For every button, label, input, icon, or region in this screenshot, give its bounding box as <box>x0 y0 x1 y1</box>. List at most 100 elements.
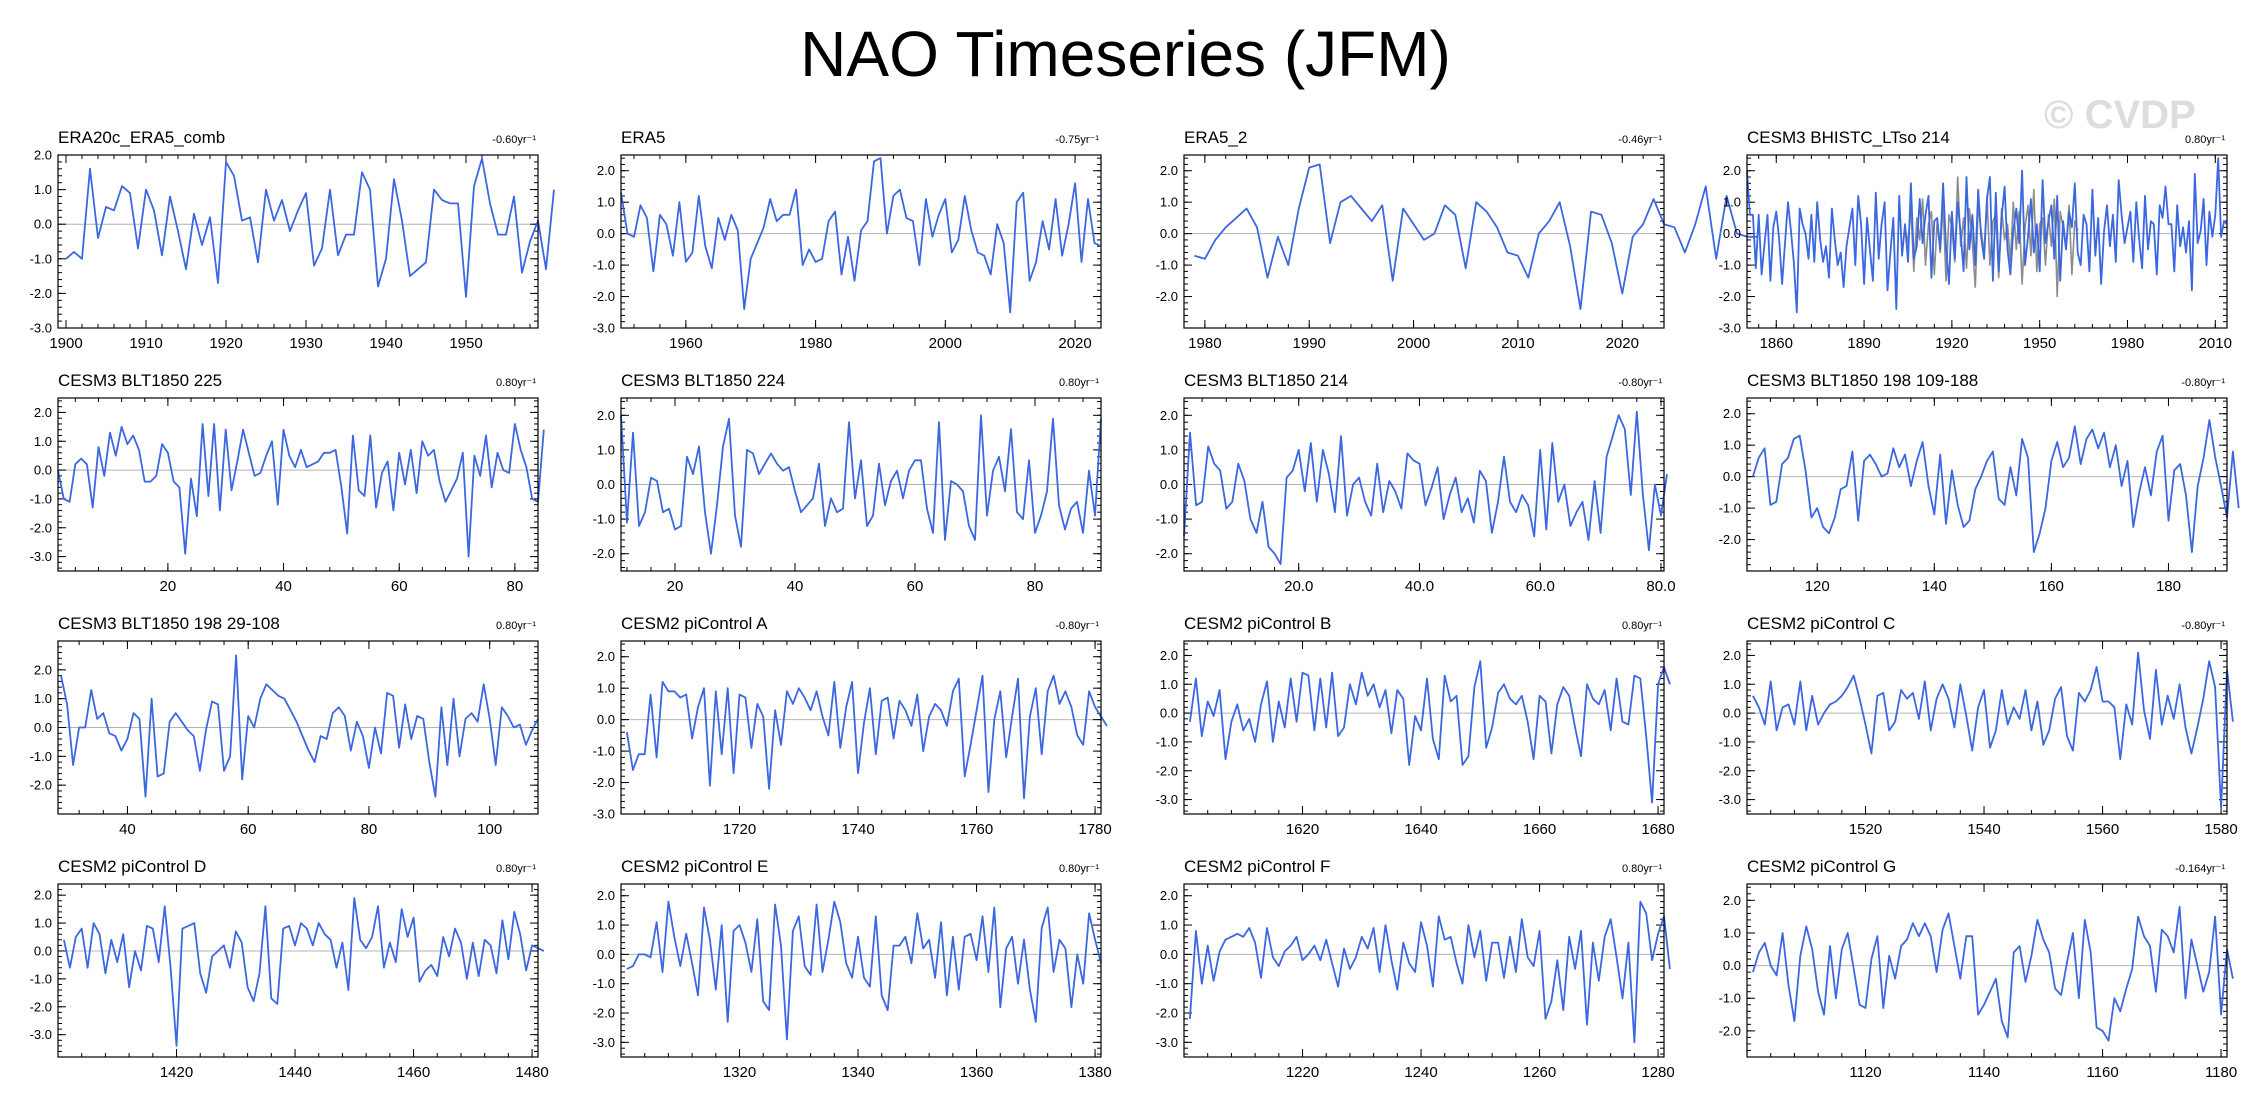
panel-title: CESM3 BHISTC_LTso 214 <box>1747 128 1950 147</box>
x-tick-label: 140 <box>1922 578 1947 595</box>
y-tick-label: 0.0 <box>1723 469 1741 484</box>
y-tick-label: 1.0 <box>34 434 52 449</box>
watermark-logo: © CVDP <box>2044 93 2196 137</box>
panel-title: CESM2 piControl F <box>1184 857 1330 876</box>
y-tick-label: 2.0 <box>597 649 615 664</box>
x-tick-label: 1320 <box>723 1064 756 1081</box>
y-tick-label: -1.0 <box>1156 734 1178 749</box>
y-tick-label: -1.0 <box>30 251 52 266</box>
x-tick-label: 2020 <box>1606 335 1639 352</box>
y-tick-label: 0.0 <box>597 947 615 962</box>
y-tick-label: 2.0 <box>1723 893 1741 908</box>
panel-title: CESM2 piControl C <box>1747 614 1895 633</box>
y-tick-label: -1.0 <box>593 258 615 273</box>
y-tick-label: 0.0 <box>1723 706 1741 721</box>
panel-title: CESM3 BLT1850 225 <box>58 371 222 390</box>
y-tick-label: -2.0 <box>1156 546 1178 561</box>
y-tick-label: -2.0 <box>593 289 615 304</box>
x-tick-label: 1460 <box>397 1064 430 1081</box>
x-tick-label: 1440 <box>278 1064 311 1081</box>
y-tick-label: -1.0 <box>1719 734 1741 749</box>
x-tick-label: 1980 <box>799 335 832 352</box>
trend-label: 0.80yr⁻¹ <box>496 620 536 632</box>
x-tick-label: 40 <box>787 578 804 595</box>
y-tick-label: 0.0 <box>1160 477 1178 492</box>
panel-title: CESM3 BLT1850 198 109-188 <box>1747 371 1978 390</box>
x-tick-label: 80 <box>1027 578 1044 595</box>
x-tick-label: 1480 <box>515 1064 548 1081</box>
plot-frame <box>1183 154 1665 329</box>
y-tick-label: -1.0 <box>30 749 52 764</box>
chart-panel: CESM2 piControl D 0.80yr⁻¹ -3.0 -2.0 -1.0 0.0… <box>30 857 549 1081</box>
y-tick-label: 2.0 <box>597 888 615 903</box>
x-tick-label: 20 <box>667 578 684 595</box>
trend-label: -0.80yr⁻¹ <box>2181 620 2225 632</box>
x-tick-label: 80 <box>507 578 524 595</box>
y-tick-label: -1.0 <box>593 512 615 527</box>
y-tick-label: 1.0 <box>34 916 52 931</box>
y-tick-label: 0.0 <box>597 477 615 492</box>
nao-series-line <box>626 674 1108 800</box>
y-tick-label: 0.0 <box>1723 226 1741 241</box>
nao-series-line <box>1746 157 2228 314</box>
chart-panel: ERA5_2 -0.46yr⁻¹ -2.0 -1.0 0.0 1.0 2.0 1980 1990… <box>1156 128 1758 352</box>
plot-frame <box>1183 640 1665 815</box>
y-tick-label: -1.0 <box>1156 976 1178 991</box>
panel-title: CESM2 piControl E <box>621 857 768 876</box>
plot-frame <box>620 397 1102 572</box>
y-tick-label: -2.0 <box>593 1006 615 1021</box>
x-tick-label: 1920 <box>209 335 242 352</box>
y-tick-label: 2.0 <box>34 888 52 903</box>
x-tick-label: 2010 <box>1501 335 1534 352</box>
y-tick-label: 1.0 <box>1160 195 1178 210</box>
trend-label: 0.80yr⁻¹ <box>2185 134 2225 146</box>
plot-frame <box>57 397 539 572</box>
x-tick-label: 1120 <box>1849 1064 1881 1081</box>
trend-label: -0.80yr⁻¹ <box>1618 377 1662 389</box>
y-tick-label: 1.0 <box>34 691 52 706</box>
y-tick-label: 1.0 <box>1723 925 1741 940</box>
chart-panel: CESM3 BLT1850 225 0.80yr⁻¹ -3.0 -2.0 -1.0 0.0… <box>30 371 545 595</box>
x-tick-label: 2010 <box>2199 335 2232 352</box>
y-tick-label: -2.0 <box>593 775 615 790</box>
y-tick-label: -1.0 <box>593 744 615 759</box>
panel-title: CESM2 piControl A <box>621 614 768 633</box>
chart-panel: CESM2 piControl B 0.80yr⁻¹ -3.0 -2.0 -1.0 0.0… <box>1156 614 1675 838</box>
plot-frame <box>57 883 539 1058</box>
x-tick-label: 1950 <box>449 335 482 352</box>
chart-panel: CESM2 piControl A -0.80yr⁻¹ -3.0 -2.0 -1.0 0.… <box>593 614 1112 838</box>
y-tick-label: -2.0 <box>1156 763 1178 778</box>
nao-series-line <box>63 897 545 1047</box>
panel-title: CESM3 BLT1850 214 <box>1184 371 1348 390</box>
y-tick-label: -1.0 <box>1719 258 1741 273</box>
x-tick-label: 20 <box>160 578 177 595</box>
y-tick-label: 1.0 <box>597 681 615 696</box>
y-tick-label: 1.0 <box>597 442 615 457</box>
x-tick-label: 1920 <box>1935 335 1968 352</box>
nao-series-line <box>1752 651 2234 810</box>
x-tick-label: 1740 <box>841 821 874 838</box>
x-tick-label: 2000 <box>1397 335 1430 352</box>
trend-label: 0.80yr⁻¹ <box>1059 377 1099 389</box>
x-tick-label: 1980 <box>2111 335 2144 352</box>
chart-panel: CESM3 BLT1850 198 29-108 0.80yr⁻¹ -2.0 -1.0… <box>30 614 539 838</box>
plot-frame <box>57 640 539 815</box>
x-tick-label: 180 <box>2156 578 2181 595</box>
x-tick-label: 1910 <box>129 335 162 352</box>
y-tick-label: -2.0 <box>30 778 52 793</box>
y-tick-label: -3.0 <box>593 807 615 822</box>
x-tick-label: 1580 <box>2204 821 2237 838</box>
x-tick-label: 1720 <box>723 821 756 838</box>
x-tick-label: 160 <box>2039 578 2064 595</box>
x-tick-label: 1990 <box>1293 335 1326 352</box>
x-tick-label: 60 <box>907 578 924 595</box>
y-tick-label: -3.0 <box>1719 321 1741 336</box>
y-tick-label: 1.0 <box>1160 677 1178 692</box>
x-tick-label: 1980 <box>1188 335 1221 352</box>
plot-frame <box>1746 397 2228 572</box>
chart-panel: CESM2 piControl C -0.80yr⁻¹ -3.0 -2.0 -1.0 0.… <box>1719 614 2238 838</box>
x-tick-label: 1940 <box>369 335 402 352</box>
chart-panel: CESM2 piControl F 0.80yr⁻¹ -3.0 -2.0 -1.0 0.0… <box>1156 857 1675 1081</box>
y-tick-label: 2.0 <box>1160 888 1178 903</box>
y-tick-label: -2.0 <box>1719 532 1741 547</box>
